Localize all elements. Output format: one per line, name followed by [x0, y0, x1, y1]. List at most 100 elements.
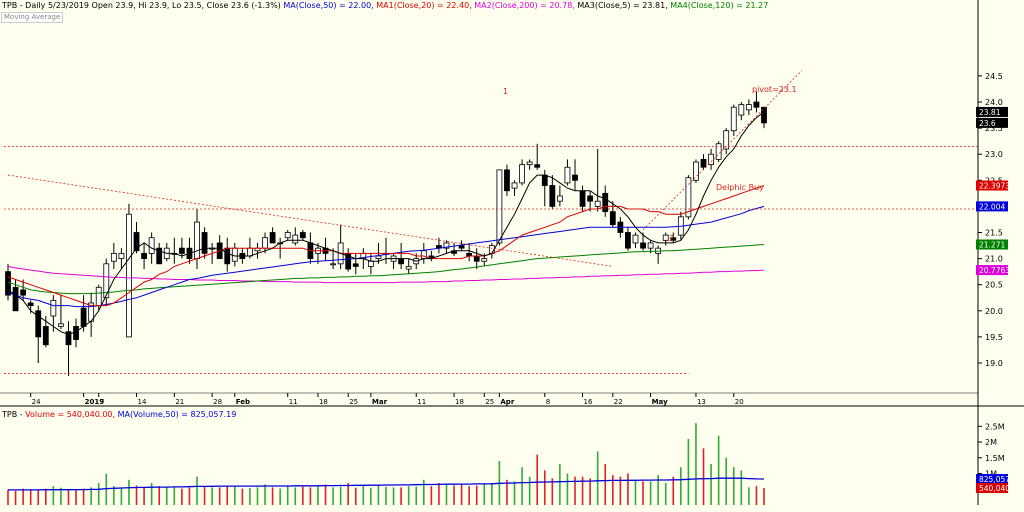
price-box [976, 239, 1008, 250]
candle [572, 159, 578, 191]
price-tick-label: 20.0 [985, 307, 1003, 316]
date-tick-label: 18 [319, 398, 328, 406]
candle-body [632, 234, 639, 244]
candle [496, 169, 503, 246]
candle [504, 164, 510, 196]
candle-body [526, 161, 533, 166]
price-tick-label: 24.0 [985, 98, 1003, 107]
price-tick-label: 23.5 [985, 124, 1003, 133]
price-box-label: 21.271 [979, 241, 1005, 250]
volume-tick-label: 1M [985, 470, 997, 479]
candle-body [80, 307, 87, 327]
candle-body [685, 177, 692, 218]
candle [594, 148, 601, 212]
date-tick-label: 14 [138, 398, 147, 406]
price-header: TPB - Daily 5/23/2019 Open 23.9, Hi 23.9… [2, 1, 768, 10]
header-prefix: TPB - Daily 5/23/2019 Open 23.9, Hi 23.9… [2, 1, 281, 10]
candle [458, 240, 465, 251]
candle-body [443, 242, 450, 249]
annotations: pivot=23.1 1 2 Delphic Buy [4, 70, 978, 374]
date-tick-label: 11 [417, 398, 426, 406]
candle [20, 279, 27, 301]
price-boxes: 23.81 23.6 22.3973 22.004 21.271 20.7763 [976, 106, 1010, 276]
candle-body [110, 252, 117, 262]
candle-body [534, 164, 541, 168]
date-tick-label: 21 [175, 398, 184, 406]
candle-body [20, 289, 27, 296]
candle [65, 321, 72, 377]
candle-body [564, 166, 571, 184]
candle [118, 248, 125, 270]
price-tick-label: 21.0 [985, 255, 1003, 264]
price-tick-label: 20.5 [985, 281, 1003, 290]
candle [141, 242, 147, 270]
candle [511, 180, 518, 196]
candle-body [715, 143, 722, 160]
ma200-line [7, 265, 765, 284]
candle-body [496, 169, 503, 244]
volume-header-prefix: TPB - [2, 410, 26, 419]
candle [693, 159, 699, 183]
candle [708, 148, 714, 170]
candle-body [269, 232, 276, 244]
candle-body [640, 242, 646, 249]
candle-body [103, 263, 110, 299]
ma5-line [7, 111, 765, 335]
candle-body [579, 190, 586, 207]
candle-body [35, 310, 42, 338]
candle-body [625, 232, 631, 249]
price-tick-label: 19.0 [985, 359, 1003, 368]
candle-body [549, 185, 556, 207]
price-box-label: 20.7763 [979, 266, 1010, 275]
date-tick-label: 25 [349, 398, 358, 406]
candle-body [50, 299, 57, 317]
candle [556, 185, 563, 207]
candle [405, 258, 412, 275]
date-tick-label: Mar [372, 398, 388, 406]
candle-body [541, 174, 548, 186]
candle [632, 232, 639, 249]
price-box-label: 22.004 [979, 202, 1005, 211]
candle-body [27, 302, 34, 306]
candle-body [602, 192, 609, 213]
point-1-label: 1 [503, 87, 508, 96]
candle-body [12, 286, 19, 312]
candle [609, 201, 616, 228]
candle-body [504, 169, 510, 192]
candle [269, 227, 276, 244]
volume-box-label: 540,040 [979, 484, 1010, 493]
candle [625, 227, 631, 251]
candle-body [367, 260, 374, 267]
header-item-1: MA1(Close,20) = 22.40, [373, 1, 472, 10]
candle-body [398, 258, 405, 265]
candle-body [693, 161, 699, 181]
price-box [976, 117, 1008, 128]
candle [284, 229, 291, 241]
header-item-2: MA2(Close,200) = 20.78, [471, 1, 575, 10]
candle-body [156, 247, 163, 265]
candle-body [65, 331, 72, 346]
price-box [976, 201, 1008, 212]
candle-body [42, 326, 49, 346]
candle-body [511, 182, 518, 189]
candle [534, 143, 541, 170]
date-tick-label: 18 [455, 398, 464, 406]
candle-body [95, 286, 102, 306]
volume-box-label: 825,057 [979, 475, 1010, 484]
price-box [976, 106, 1008, 117]
candle-body [700, 159, 707, 168]
candle-body [662, 234, 669, 241]
candle [156, 242, 163, 265]
candle [685, 175, 692, 220]
candle-body [299, 232, 306, 239]
candle [292, 227, 299, 246]
price-tick-label: 19.5 [985, 333, 1003, 342]
price-box-label: 22.3973 [979, 182, 1010, 191]
date-tick-label: 28 [213, 398, 222, 406]
candle [50, 295, 57, 332]
candle-body [609, 211, 616, 226]
candle [178, 237, 185, 259]
candle [723, 128, 730, 155]
